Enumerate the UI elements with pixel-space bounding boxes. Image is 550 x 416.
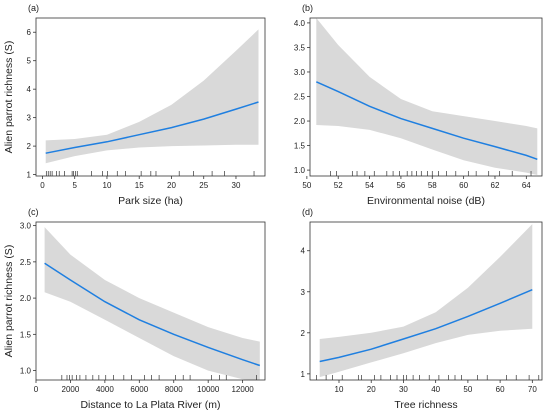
x-tick-label: 4000 [96,385,114,394]
y-tick-label: 6 [27,28,32,37]
x-tick-label: 50 [302,181,311,190]
x-tick-label: 20 [367,385,376,394]
y-tick-label: 1 [301,370,306,379]
panel-4: 10 20 30 40 50 60 70 1 2 3 4 Tree richness (d) [301,207,543,411]
panel-3: 0 2000 4000 6000 8000 10000 12000 1.0 1.5 2.0 2.5 3… [3,207,266,411]
confidence-band [44,227,260,380]
x-tick-label: 58 [428,181,437,190]
y-tick-label: 4 [27,85,32,94]
y-tick-label: 3 [27,114,32,123]
y-tick-label: 5 [27,57,32,66]
x-tick-label: 2000 [62,385,80,394]
x-tick-label: 10000 [197,385,220,394]
x-axis-title: Tree richness [394,399,457,411]
fitted-line [319,289,533,363]
confidence-band [319,224,533,378]
x-tick-label: 15 [135,181,144,190]
y-tick-label: 1.5 [20,330,32,339]
x-tick-label: 0 [34,385,39,394]
panel-label: (b) [302,3,313,13]
y-tick-label: 3.0 [20,222,32,231]
x-tick-label: 8000 [165,385,183,394]
y-tick-label: 2.5 [20,258,32,267]
y-tick-label: 1 [27,171,32,180]
x-tick-label: 12000 [231,385,254,394]
confidence-band [45,29,259,164]
x-tick-label: 30 [232,181,241,190]
y-tick-label: 2 [27,142,32,151]
x-tick-label: 6000 [130,385,148,394]
y-axis-title: Alien parrot richness (S) [3,41,15,154]
y-tick-label: 1.5 [294,142,306,151]
y-tick-label: 2 [301,329,306,338]
x-tick-label: 50 [463,385,472,394]
x-tick-label: 70 [528,385,537,394]
x-tick-label: 56 [396,181,405,190]
x-axis-title: Environmental noise (dB) [367,195,485,207]
fitted-line [45,101,259,154]
y-tick-label: 3.0 [294,68,306,77]
x-tick-label: 52 [334,181,343,190]
panel-label: (d) [302,207,313,217]
y-tick-label: 2.0 [294,117,306,126]
y-tick-label: 4 [301,247,306,256]
y-tick-label: 2.0 [20,294,32,303]
x-tick-label: 5 [72,181,77,190]
y-tick-label: 3.5 [294,43,306,52]
y-tick-label: 3 [301,288,306,297]
panel-label: (a) [28,3,39,13]
x-tick-label: 60 [496,385,505,394]
plot-frame [309,17,543,177]
x-axis-title: Park size (ha) [118,195,183,207]
y-axis-title: Alien parrot richness (S) [3,245,15,358]
x-tick-label: 40 [431,385,440,394]
x-tick-label: 60 [459,181,468,190]
plot-frame [309,221,543,381]
x-axis-title: Distance to La Plata River (m) [80,399,220,411]
x-tick-label: 62 [491,181,500,190]
y-tick-label: 2.5 [294,93,306,102]
panel-2: 50 52 54 56 58 60 62 64 1.0 1.5 2.0 2.5 3.0 3.5 4.0 Env… [294,3,543,207]
x-tick-label: 25 [199,181,208,190]
panel-1: 0 5 10 15 20 25 30 1 2 3 4 5 6 Park size (ha) Alien pa… [3,3,266,207]
x-tick-label: 54 [365,181,374,190]
fitted-line [44,262,261,367]
y-tick-label: 1.0 [294,166,306,175]
y-tick-label: 1.0 [20,367,32,376]
panel-label: (c) [28,207,39,217]
x-tick-label: 10 [103,181,112,190]
x-tick-label: 64 [522,181,531,190]
x-tick-label: 10 [335,385,344,394]
fitted-line [315,81,538,161]
plot-frame [35,221,266,381]
x-tick-label: 30 [399,385,408,394]
confidence-band [316,18,538,175]
x-tick-label: 0 [40,181,45,190]
x-tick-label: 20 [167,181,176,190]
y-tick-label: 4.0 [294,19,306,28]
